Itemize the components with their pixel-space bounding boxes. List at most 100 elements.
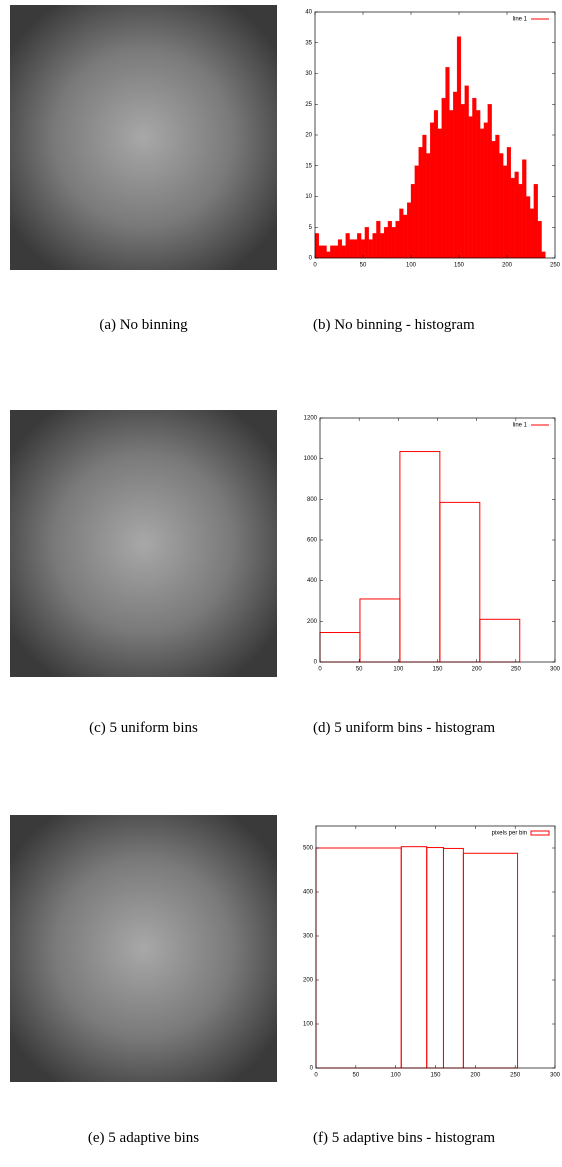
- image-caption: (a) No binning: [99, 317, 188, 333]
- bar: [319, 632, 361, 663]
- y-tick-label: 15: [305, 163, 312, 169]
- bar: [433, 110, 439, 259]
- bar: [318, 245, 323, 259]
- bar: [426, 153, 431, 259]
- x-tick-label: 50: [352, 1073, 359, 1079]
- bar: [314, 233, 319, 259]
- chart-caption: (f) 5 adaptive bins - histogram: [313, 1130, 496, 1146]
- bar: [345, 233, 350, 259]
- bar: [503, 165, 508, 259]
- x-tick-label: 300: [550, 667, 561, 673]
- bar: [487, 104, 492, 259]
- bar: [437, 128, 442, 259]
- bar: [472, 97, 477, 259]
- x-tick-label: 0: [318, 667, 322, 673]
- x-tick-label: 250: [511, 667, 522, 673]
- bar: [453, 91, 458, 259]
- bar: [330, 245, 335, 259]
- y-tick-label: 40: [305, 10, 312, 16]
- bar: [468, 116, 473, 259]
- bar: [426, 847, 444, 1069]
- y-tick-label: 30: [305, 71, 312, 77]
- x-tick-label: 150: [432, 667, 443, 673]
- x-tick-label: 200: [502, 263, 513, 269]
- y-tick-label: 20: [305, 133, 312, 139]
- y-tick-label: 500: [303, 846, 314, 852]
- bar: [441, 97, 446, 259]
- y-tick-label: 1200: [304, 416, 318, 422]
- bar: [341, 245, 346, 259]
- chart-caption: (b) No binning - histogram: [313, 317, 475, 333]
- x-tick-label: 0: [313, 263, 317, 269]
- bar: [506, 147, 511, 259]
- bar: [529, 208, 535, 259]
- bar: [372, 233, 377, 259]
- bar: [407, 202, 412, 259]
- x-tick-label: 100: [393, 667, 404, 673]
- bar: [483, 122, 488, 259]
- bar: [349, 239, 354, 259]
- bar: [395, 220, 400, 259]
- y-tick-label: 200: [307, 619, 318, 625]
- bar: [326, 251, 331, 259]
- face-image: [10, 5, 277, 270]
- bar: [353, 239, 358, 259]
- y-tick-label: 25: [305, 102, 312, 108]
- y-tick-label: 10: [305, 194, 312, 200]
- legend-label: line 1: [513, 423, 528, 429]
- bar: [414, 165, 419, 259]
- bar: [418, 147, 423, 259]
- bar: [449, 110, 454, 259]
- bar: [514, 171, 519, 259]
- bar: [391, 227, 396, 259]
- x-tick-label: 250: [510, 1073, 521, 1079]
- x-tick-label: 250: [550, 263, 561, 269]
- x-tick-label: 200: [472, 667, 483, 673]
- y-tick-label: 600: [307, 538, 318, 544]
- x-tick-label: 100: [391, 1073, 402, 1079]
- bar: [522, 159, 527, 259]
- x-tick-label: 200: [470, 1073, 481, 1079]
- bar: [334, 245, 339, 259]
- bar: [499, 153, 504, 259]
- bar: [315, 847, 402, 1069]
- bar: [399, 208, 404, 259]
- bar: [533, 184, 538, 259]
- bar: [476, 110, 481, 259]
- bar: [445, 67, 450, 259]
- x-tick-label: 0: [314, 1073, 318, 1079]
- bar: [383, 227, 389, 259]
- bar: [518, 184, 523, 259]
- bar: [400, 846, 428, 1069]
- image-caption: (e) 5 adaptive bins: [87, 1130, 200, 1146]
- bar: [462, 852, 519, 1069]
- plot-frame: [315, 825, 556, 1069]
- y-tick-label: 5: [309, 225, 313, 231]
- x-tick-label: 100: [406, 263, 417, 269]
- y-tick-label: 0: [310, 1066, 314, 1072]
- bar: [399, 451, 441, 663]
- bar: [439, 501, 481, 663]
- bar: [364, 227, 369, 259]
- bar: [526, 196, 531, 259]
- bar: [460, 104, 465, 259]
- bar: [510, 177, 515, 259]
- bar: [403, 214, 408, 259]
- bar: [380, 233, 385, 259]
- bar: [541, 251, 546, 259]
- bar: [491, 140, 496, 259]
- bar: [359, 598, 401, 663]
- x-tick-label: 50: [356, 667, 363, 673]
- bar: [376, 220, 381, 259]
- bar: [442, 847, 464, 1069]
- x-tick-label: 150: [454, 263, 465, 269]
- bar: [479, 618, 521, 663]
- bar: [456, 36, 462, 259]
- bar: [387, 220, 392, 259]
- bar: [537, 220, 542, 259]
- legend-label: pixels per bin: [492, 831, 527, 837]
- face-image: [10, 410, 277, 677]
- y-tick-label: 300: [303, 934, 314, 940]
